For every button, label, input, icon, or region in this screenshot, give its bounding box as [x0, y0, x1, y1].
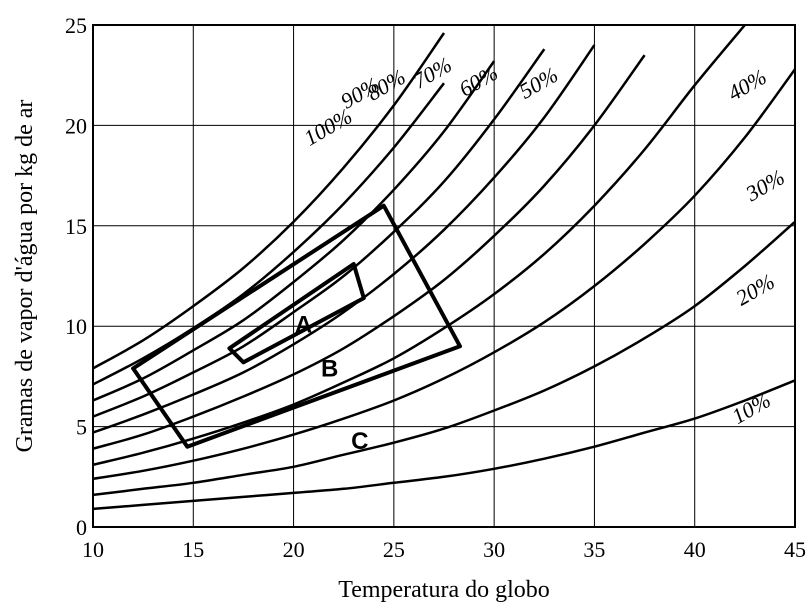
y-tick-labels: 0 5 10 15 20 25 — [65, 13, 87, 540]
zone-a-outline — [227, 262, 366, 365]
plot-frame — [92, 24, 796, 528]
y-tick-0: 0 — [76, 515, 87, 540]
y-tick-20: 20 — [65, 113, 87, 138]
comfort-zones — [131, 203, 462, 449]
x-tick-45: 45 — [784, 537, 806, 562]
x-tick-40: 40 — [684, 537, 706, 562]
y-tick-15: 15 — [65, 214, 87, 239]
x-tick-labels: 10 15 20 25 30 35 40 45 — [82, 537, 806, 562]
x-tick-20: 20 — [283, 537, 305, 562]
series-line-100pct — [93, 32, 446, 370]
series-line-40pct — [93, 25, 746, 467]
zone-label-a: A — [295, 312, 312, 339]
zone-label-b: B — [321, 356, 338, 383]
zone-b-outline — [131, 203, 462, 449]
x-tick-35: 35 — [583, 537, 605, 562]
x-tick-15: 15 — [182, 537, 204, 562]
series-line-10pct — [93, 379, 795, 511]
series-line-50pct — [93, 54, 646, 450]
x-tick-25: 25 — [383, 537, 405, 562]
series-line-90pct — [93, 82, 445, 386]
y-tick-5: 5 — [76, 415, 87, 440]
series-line-20pct — [93, 220, 795, 497]
x-axis-label: Temperatura do globo — [338, 577, 550, 603]
x-tick-30: 30 — [483, 537, 505, 562]
zone-label-c: C — [351, 428, 368, 455]
series-line-70pct — [93, 48, 546, 418]
y-tick-25: 25 — [65, 13, 87, 38]
y-tick-10: 10 — [65, 314, 87, 339]
series-line-80pct — [93, 60, 496, 402]
x-tick-10: 10 — [82, 537, 104, 562]
zone-labels: AB C — [295, 312, 369, 455]
y-axis-label: Gramas de vapor d'água por kg de ar — [12, 100, 38, 453]
series-line-30pct — [93, 68, 795, 481]
